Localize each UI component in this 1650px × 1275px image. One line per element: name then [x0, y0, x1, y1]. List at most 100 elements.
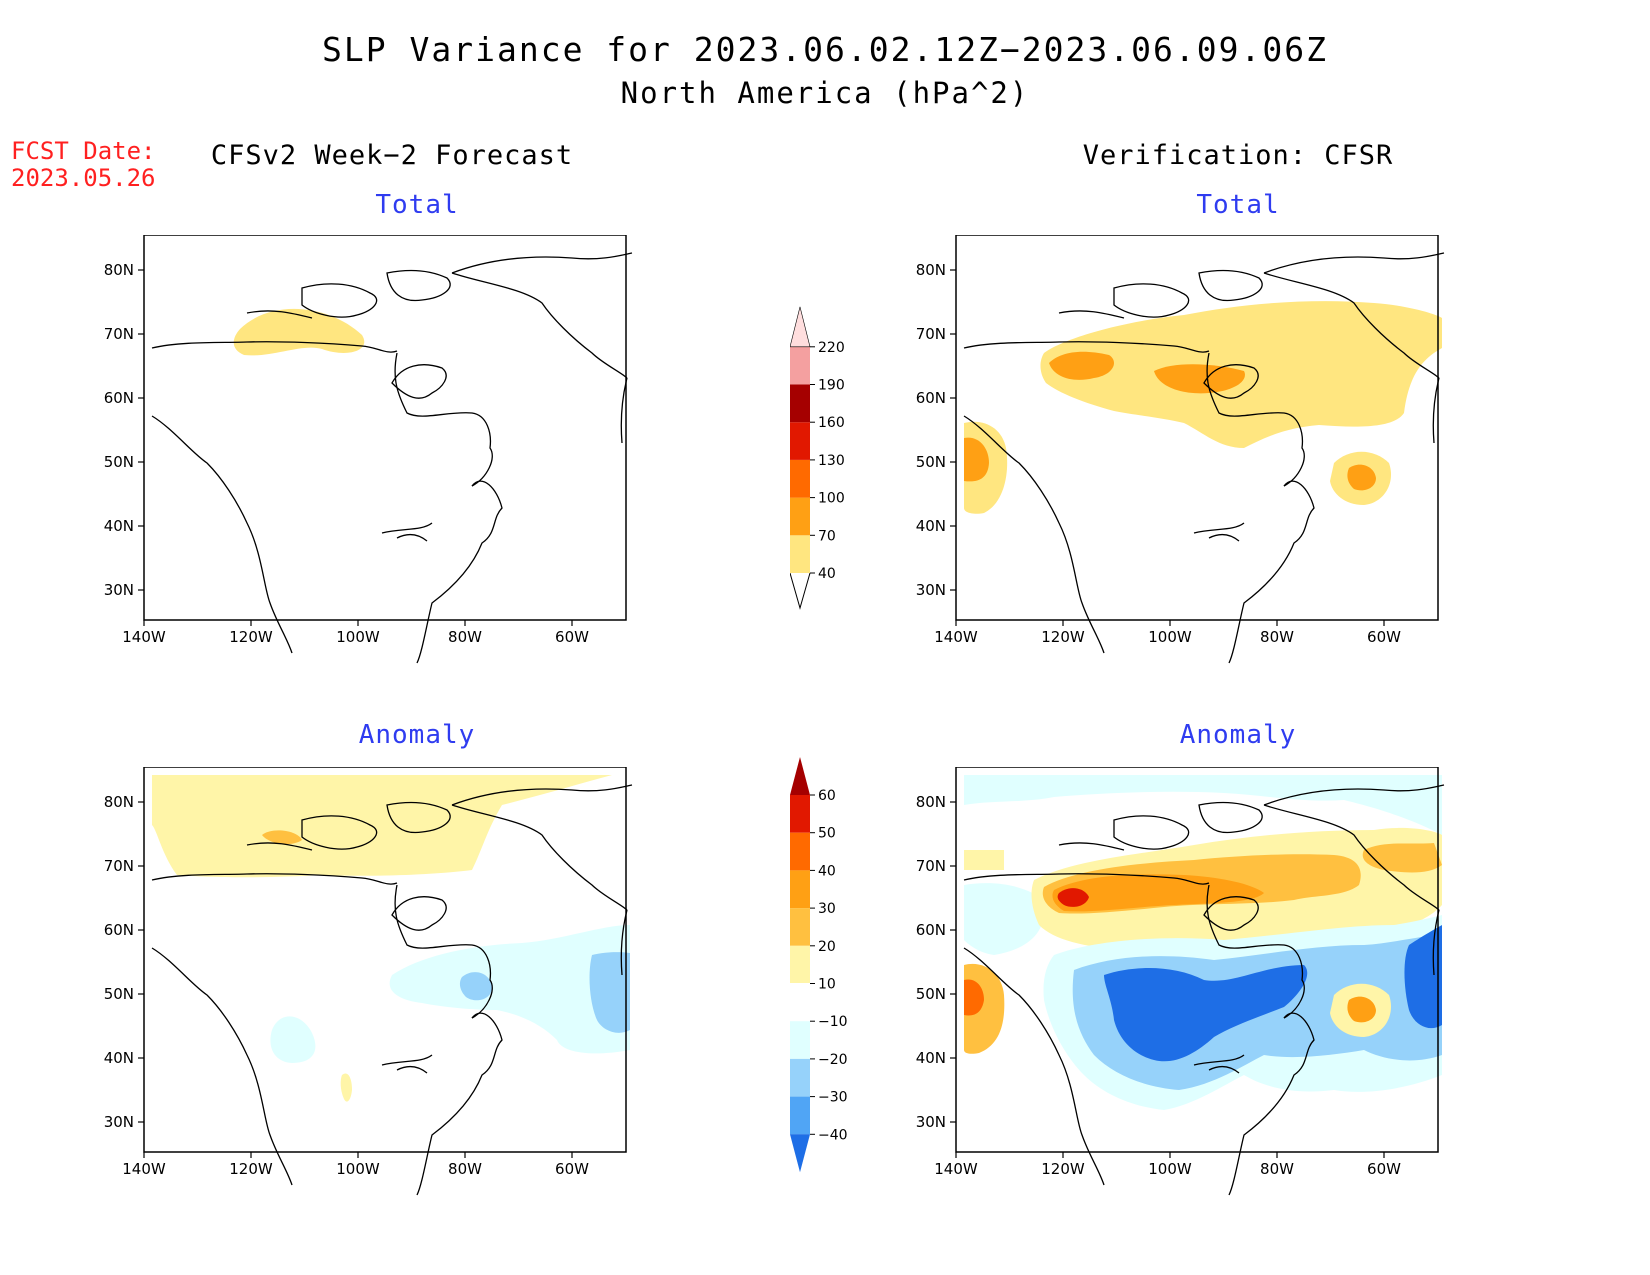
lon-tick-label: 60W [555, 628, 589, 646]
colorbar-swatch [790, 1058, 810, 1097]
lat-tick-label: 60N [916, 389, 946, 407]
shading-layer [964, 301, 1442, 514]
colorbar-swatch [790, 908, 810, 946]
colorbar-swatch [790, 1096, 810, 1135]
colorbar-high-arrow [790, 306, 811, 348]
verification-total-label: Total [1196, 190, 1280, 220]
colorbar-level-label: 70 [818, 528, 836, 544]
tick-layer: 80N 70N 60N 50N 40N 30N 140W 120W 100W 80W 60W [104, 261, 589, 646]
lat-tick-label: 60N [104, 389, 134, 407]
lon-tick-label: 100W [1148, 628, 1192, 646]
coastline-layer [151, 252, 633, 664]
lat-tick-label: 80N [916, 793, 946, 811]
lon-tick-label: 120W [229, 1160, 273, 1178]
lon-tick-label: 100W [336, 628, 380, 646]
lon-tick-label: 80W [1260, 628, 1294, 646]
tick-layer: 80N 70N 60N 50N 40N 30N 140W 120W 100W 80W 60W [104, 793, 589, 1178]
colorbar-swatch [790, 422, 810, 460]
lat-tick-label: 80N [104, 793, 134, 811]
lon-tick-label: 140W [122, 1160, 166, 1178]
tick-layer: 80N 70N 60N 50N 40N 30N 140W 120W 100W 80W 60W [916, 793, 1401, 1178]
colorbar-swatch [790, 346, 810, 385]
lat-tick-label: 40N [916, 517, 946, 535]
colorbar-swatch [790, 945, 810, 984]
verification-column-title: Verification: CFSR [1082, 140, 1394, 171]
anomaly-colorbar: 60 50 40 30 20 10 −10 −20 −30 −40 [790, 757, 848, 1173]
lon-tick-label: 120W [229, 628, 273, 646]
colorbar-swatch [790, 832, 810, 871]
lon-tick-label: 80W [448, 1160, 482, 1178]
lat-tick-label: 70N [104, 857, 134, 875]
verification-anomaly-map: 80N 70N 60N 50N 40N 30N 140W 120W 100W 80W 60W [916, 767, 1445, 1196]
colorbar-level-label: 20 [818, 939, 836, 955]
total-colorbar: 40 70 100 130 160 190 220 [790, 306, 845, 610]
lat-tick-label: 50N [916, 985, 946, 1003]
lon-tick-label: 100W [336, 1160, 380, 1178]
colorbar-level-label: 100 [818, 491, 845, 507]
shading-layer [233, 308, 365, 356]
lon-tick-label: 100W [1148, 1160, 1192, 1178]
shading-layer [964, 775, 1442, 1110]
colorbar-low-arrow [790, 1134, 810, 1173]
lon-tick-label: 140W [934, 1160, 978, 1178]
forecast-date-label: FCST Date: [11, 137, 156, 165]
colorbar-swatch [790, 535, 810, 573]
forecast-date-block: FCST Date: 2023.05.26 [11, 138, 156, 192]
verification-anomaly-label: Anomaly [1179, 720, 1297, 750]
lat-tick-label: 60N [104, 921, 134, 939]
colorbar-level-label: 160 [818, 415, 845, 431]
colorbar-swatch [790, 497, 810, 536]
colorbar-level-label: 50 [818, 826, 836, 842]
colorbar-level-label: 60 [818, 788, 836, 804]
lon-tick-label: 120W [1041, 628, 1085, 646]
forecast-column-title: CFSv2 Week−2 Forecast [210, 140, 574, 171]
map-frame [955, 767, 1439, 1153]
colorbar-level-label: 10 [818, 977, 836, 993]
map-frame [143, 767, 627, 1153]
lat-tick-label: 40N [916, 1049, 946, 1067]
colorbar-level-label: 130 [818, 453, 845, 469]
lon-tick-label: 140W [122, 628, 166, 646]
map-frame [955, 235, 1439, 621]
lat-tick-label: 30N [104, 581, 134, 599]
colorbar-level-label: −30 [818, 1090, 848, 1106]
lat-tick-label: 50N [104, 985, 134, 1003]
lat-tick-label: 40N [104, 1049, 134, 1067]
lat-tick-label: 30N [916, 1113, 946, 1131]
forecast-total-label: Total [375, 190, 459, 220]
lat-tick-label: 70N [916, 857, 946, 875]
lat-tick-label: 60N [916, 921, 946, 939]
lon-tick-label: 80W [1260, 1160, 1294, 1178]
forecast-anomaly-label: Anomaly [358, 720, 476, 750]
lat-tick-label: 80N [916, 261, 946, 279]
lat-tick-label: 70N [104, 325, 134, 343]
lat-tick-label: 30N [916, 581, 946, 599]
map-frame [143, 235, 627, 621]
lat-tick-label: 50N [916, 453, 946, 471]
lon-tick-label: 80W [448, 628, 482, 646]
shading-layer [152, 775, 630, 1102]
colorbar-swatch [790, 459, 810, 498]
lon-tick-label: 60W [1367, 628, 1401, 646]
lon-tick-label: 140W [934, 628, 978, 646]
colorbar-level-label: −10 [818, 1014, 848, 1030]
lon-tick-label: 120W [1041, 1160, 1085, 1178]
colorbar-swatch [790, 795, 810, 833]
coastline-layer [963, 784, 1445, 1196]
verification-total-map: 80N 70N 60N 50N 40N 30N 140W 120W 100W 80W 60W [916, 235, 1445, 664]
colorbar-high-arrow [790, 757, 810, 795]
colorbar-level-label: 40 [818, 863, 836, 879]
forecast-total-map: 80N 70N 60N 50N 40N 30N 140W 120W 100W 80W 60W [104, 235, 633, 664]
map-subtitle: North America (hPa^2) [620, 76, 1030, 110]
colorbar-level-label: −40 [818, 1127, 848, 1143]
colorbar-level-label: 40 [818, 566, 836, 582]
lat-tick-label: 70N [916, 325, 946, 343]
colorbar-level-label: 190 [818, 378, 845, 394]
lon-tick-label: 60W [1367, 1160, 1401, 1178]
tick-layer: 80N 70N 60N 50N 40N 30N 140W 120W 100W 80W 60W [916, 261, 1401, 646]
colorbar-level-label: 30 [818, 901, 836, 917]
colorbar-swatch [790, 1021, 810, 1059]
lat-tick-label: 30N [104, 1113, 134, 1131]
colorbar-swatch [790, 384, 810, 423]
lat-tick-label: 50N [104, 453, 134, 471]
